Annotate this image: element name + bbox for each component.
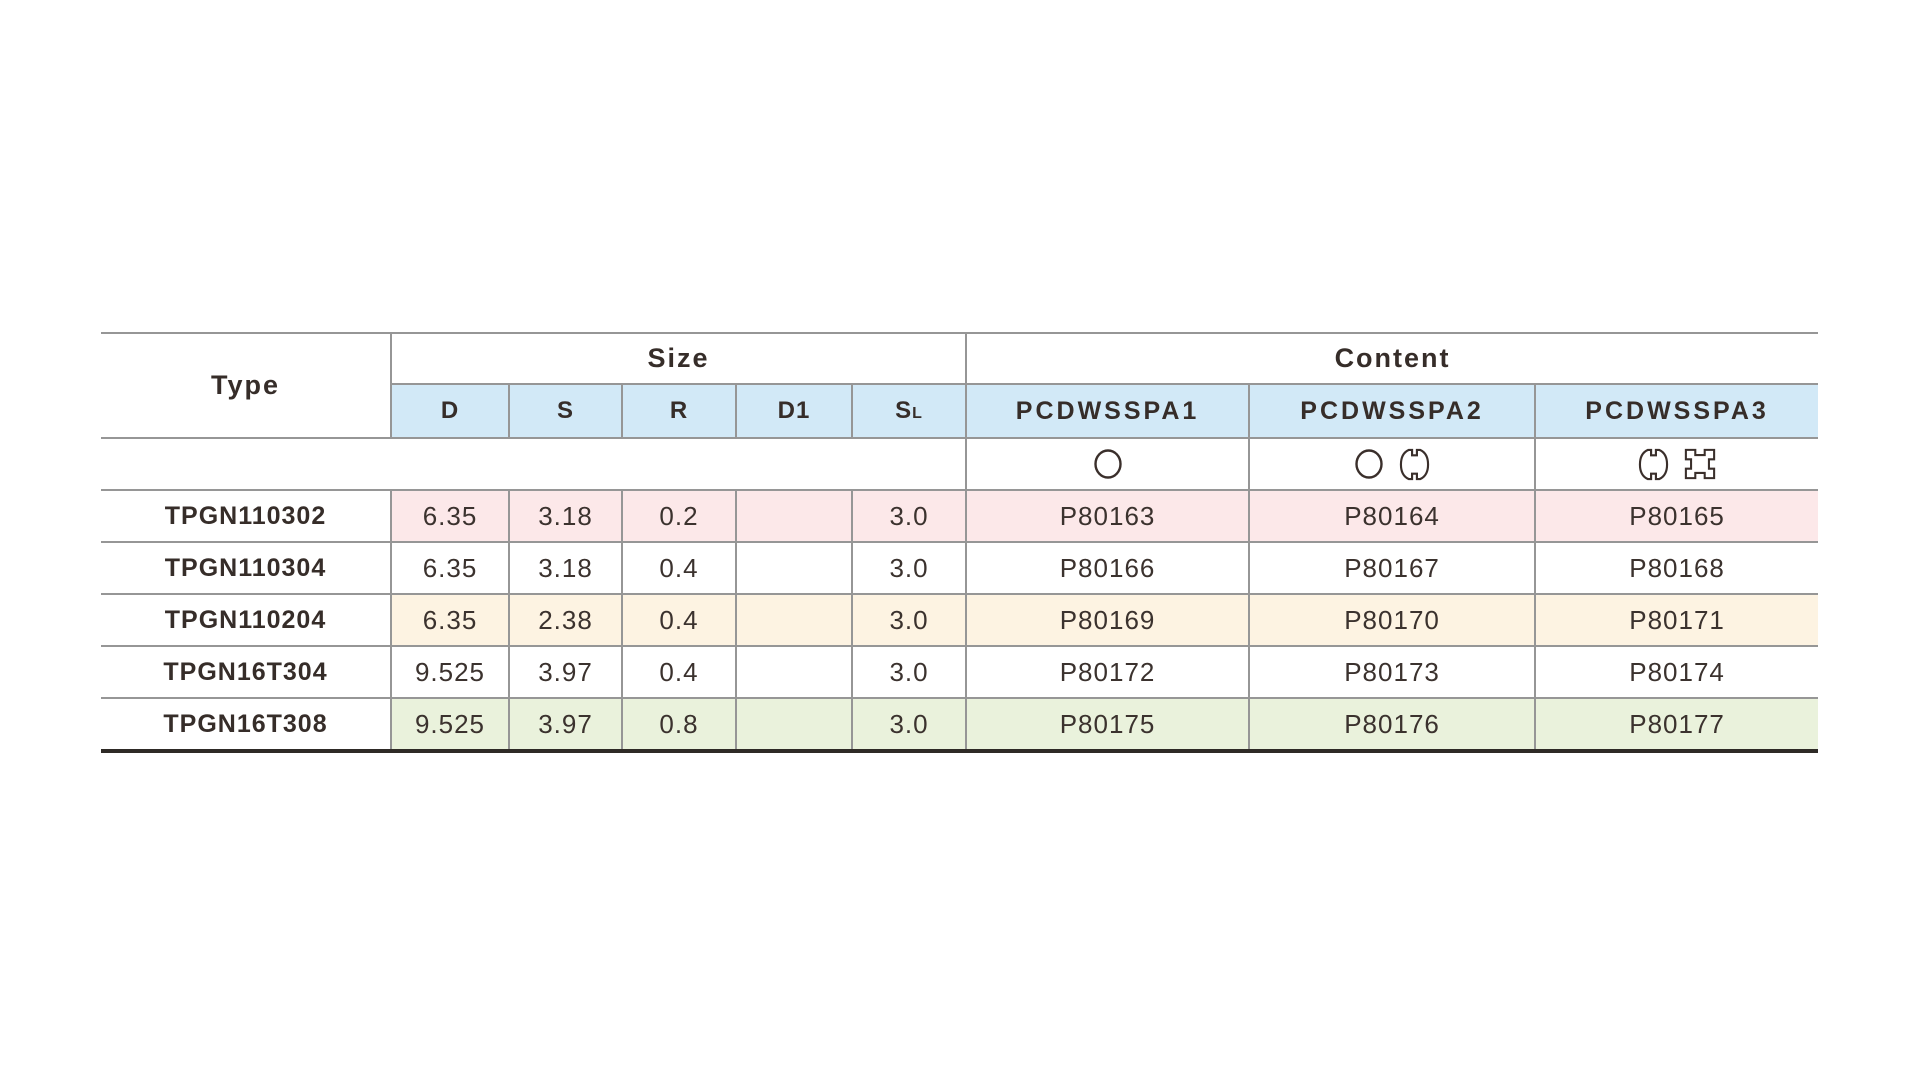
cell-pcdwsspa1: P80169 [966,594,1251,647]
size-col-header-r: R [622,384,737,439]
cell-r: 0.4 [622,542,737,595]
cell-r: 0.8 [622,698,737,753]
cell-s: 3.18 [509,542,623,595]
notched-circle-insert-icon [1638,448,1669,481]
cell-pcdwsspa3: P80174 [1535,646,1819,699]
cell-d1 [736,490,853,543]
content-group-header: Content [966,332,1819,385]
cell-pcdwsspa2: P80167 [1249,542,1537,595]
cell-r: 0.4 [622,646,737,699]
cell-d: 6.35 [391,594,510,647]
size-col-header-d: D [391,384,510,439]
cell-pcdwsspa1: P80175 [966,698,1251,753]
cell-pcdwsspa1: P80166 [966,542,1251,595]
cell-pcdwsspa2: P80173 [1249,646,1537,699]
content-col-header-pcdwsspa3: PCDWSSPA3 [1535,384,1819,439]
table-row: TPGN110302 6.35 3.18 0.2 3.0 P80163 P801… [101,490,1819,543]
cell-pcdwsspa1: P80163 [966,490,1251,543]
cell-s: 3.18 [509,490,623,543]
cell-sl: 3.0 [852,490,968,543]
cell-sl: 3.0 [852,646,968,699]
cell-d: 9.525 [391,646,510,699]
symbol-row [101,438,1819,491]
cell-d1 [736,698,853,753]
catalog-table: Type Size Content D S R D1 SL PCDWSSPA1 … [101,332,1819,753]
circle-insert-icon [1354,448,1384,480]
group-header-row: Type Size Content [101,332,1819,439]
size-group-header: Size [391,332,968,385]
cell-pcdwsspa3: P80177 [1535,698,1819,753]
notched-square-insert-icon [1684,448,1716,480]
cell-pcdwsspa3: P80171 [1535,594,1819,647]
notched-circle-insert-icon [1399,448,1430,481]
size-col-header-s: S [509,384,623,439]
cell-d1 [736,594,853,647]
symbol-cell-pcdwsspa2 [1249,438,1537,491]
cell-d: 9.525 [391,698,510,753]
cell-s: 3.97 [509,646,623,699]
cell-pcdwsspa3: P80168 [1535,542,1819,595]
row-type-label: TPGN110302 [101,490,392,543]
cell-pcdwsspa3: P80165 [1535,490,1819,543]
row-type-label: TPGN110304 [101,542,392,595]
cell-d1 [736,542,853,595]
cell-pcdwsspa2: P80164 [1249,490,1537,543]
sub-header-row: D S R D1 SL PCDWSSPA1 PCDWSSPA2 PCDWSSPA… [101,384,1819,439]
content-col-header-pcdwsspa2: PCDWSSPA2 [1249,384,1537,439]
cell-d: 6.35 [391,490,510,543]
cell-r: 0.2 [622,490,737,543]
size-col-header-d1: D1 [736,384,853,439]
symbol-cell-pcdwsspa1 [965,438,1251,491]
symbol-row-empty-cell [101,438,967,491]
cell-pcdwsspa2: P80170 [1249,594,1537,647]
cell-pcdwsspa2: P80176 [1249,698,1537,753]
cell-d: 6.35 [391,542,510,595]
circle-insert-icon [1093,448,1123,480]
table-row: TPGN110304 6.35 3.18 0.4 3.0 P80166 P801… [101,542,1819,595]
symbol-cell-pcdwsspa3 [1535,438,1819,491]
row-type-label: TPGN16T304 [101,646,392,699]
table-row: TPGN16T308 9.525 3.97 0.8 3.0 P80175 P80… [101,698,1819,753]
content-col-header-pcdwsspa1: PCDWSSPA1 [966,384,1251,439]
cell-sl: 3.0 [852,594,968,647]
cell-sl: 3.0 [852,542,968,595]
cell-d1 [736,646,853,699]
row-type-label: TPGN16T308 [101,698,392,753]
cell-s: 2.38 [509,594,623,647]
sl-sub: L [912,405,923,422]
cell-sl: 3.0 [852,698,968,753]
cell-r: 0.4 [622,594,737,647]
cell-s: 3.97 [509,698,623,753]
table-row: TPGN110204 6.35 2.38 0.4 3.0 P80169 P801… [101,594,1819,647]
type-column-header: Type [101,332,392,439]
row-type-label: TPGN110204 [101,594,392,647]
table-row: TPGN16T304 9.525 3.97 0.4 3.0 P80172 P80… [101,646,1819,699]
sl-main: S [895,397,913,424]
cell-pcdwsspa1: P80172 [966,646,1251,699]
size-col-header-sl: SL [852,384,968,439]
